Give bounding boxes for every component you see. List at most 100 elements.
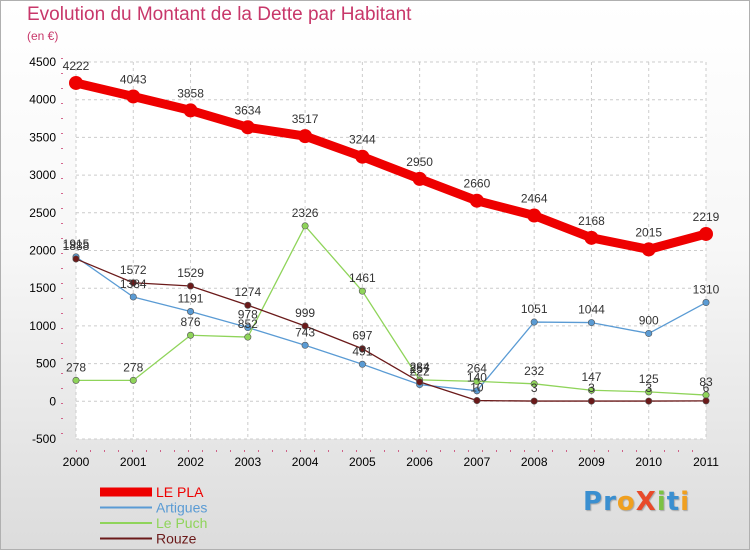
logo-letter: P xyxy=(583,487,604,517)
data-point xyxy=(473,397,481,405)
series-line xyxy=(75,258,707,402)
data-point xyxy=(358,345,366,353)
data-label: 743 xyxy=(295,325,315,339)
data-label: 232 xyxy=(524,364,544,378)
logo-letter: o xyxy=(616,487,636,517)
data-point xyxy=(126,89,141,104)
data-point xyxy=(301,322,309,330)
data-label: 3858 xyxy=(177,86,204,100)
data-point xyxy=(645,329,653,337)
data-label: 257 xyxy=(410,362,430,376)
series-line xyxy=(75,256,707,392)
data-point xyxy=(584,230,599,245)
data-point xyxy=(355,149,370,164)
data-label: 2168 xyxy=(578,214,605,228)
data-point xyxy=(298,129,313,144)
data-label: 125 xyxy=(639,372,659,386)
y-tick-label: 2500 xyxy=(29,206,56,220)
data-label: 1461 xyxy=(349,271,376,285)
logo-letter: i xyxy=(656,487,667,517)
legend-label: Artigues xyxy=(156,500,207,516)
data-point xyxy=(244,301,252,309)
chart-title: Evolution du Montant de la Dette par Hab… xyxy=(27,4,412,25)
y-tick-label: -500 xyxy=(32,432,56,446)
data-label: 900 xyxy=(639,313,659,327)
data-point xyxy=(530,318,538,326)
data-point xyxy=(473,377,481,385)
data-point xyxy=(244,324,252,332)
data-point xyxy=(187,331,195,339)
logo-letter: r xyxy=(603,487,617,517)
data-label: 222 xyxy=(410,365,430,379)
x-tick-label: 2011 xyxy=(693,455,719,469)
x-tick-label: 2002 xyxy=(177,455,204,469)
y-tick-label: 1000 xyxy=(29,319,56,333)
data-point xyxy=(587,397,595,405)
legend-label: Le Puch xyxy=(156,515,207,531)
data-point xyxy=(240,120,255,135)
data-point xyxy=(641,242,656,257)
data-label: 10 xyxy=(470,381,484,395)
data-label: 264 xyxy=(467,361,487,375)
data-label: 3 xyxy=(645,381,652,395)
data-point xyxy=(645,388,653,396)
logo-letter: X xyxy=(635,487,657,517)
data-point xyxy=(416,378,424,386)
data-point xyxy=(645,397,653,405)
x-tick-label: 2008 xyxy=(521,455,548,469)
x-tick-label: 2007 xyxy=(464,455,491,469)
x-tick-label: 2005 xyxy=(349,455,376,469)
x-tick-label: 2009 xyxy=(578,455,605,469)
data-point xyxy=(469,193,484,208)
legend-label: Rouze xyxy=(156,531,197,547)
data-label: 1310 xyxy=(693,283,720,297)
data-label: 3244 xyxy=(349,133,376,147)
data-point xyxy=(702,397,710,405)
data-label: 2464 xyxy=(521,192,548,206)
data-label: 978 xyxy=(238,308,258,322)
data-point xyxy=(183,103,198,118)
x-tick-label: 2001 xyxy=(120,455,147,469)
data-label: 2326 xyxy=(292,206,319,220)
data-point xyxy=(72,376,80,384)
data-point xyxy=(301,341,309,349)
data-label: 852 xyxy=(238,317,258,331)
data-label: 83 xyxy=(699,375,713,389)
data-point xyxy=(527,208,542,223)
data-point xyxy=(187,307,195,315)
legend-label: LE PLA xyxy=(156,484,204,500)
data-label: 147 xyxy=(581,370,601,384)
proxiti-logo: ProXiti xyxy=(583,487,690,517)
data-label: 3634 xyxy=(234,103,261,117)
data-point xyxy=(187,282,195,290)
data-point xyxy=(69,75,83,90)
y-tick-label: 4000 xyxy=(29,93,56,107)
y-tick-label: 1500 xyxy=(29,281,56,295)
data-point xyxy=(129,279,137,287)
data-label: 6 xyxy=(703,381,710,395)
data-label: 1044 xyxy=(578,303,605,317)
y-tick-label: 0 xyxy=(49,394,56,408)
data-label: 284 xyxy=(410,360,430,374)
logo-letter: t xyxy=(666,487,681,517)
data-point xyxy=(358,360,366,368)
y-tick-label: 2000 xyxy=(29,244,56,258)
data-label: 491 xyxy=(352,344,372,358)
series-line xyxy=(75,225,707,396)
logo-letter: i xyxy=(680,487,691,517)
data-point xyxy=(412,171,427,186)
data-label: 2015 xyxy=(635,225,662,239)
data-label: 1915 xyxy=(63,237,90,251)
data-point xyxy=(129,293,137,301)
data-point xyxy=(301,222,309,230)
data-label: 1384 xyxy=(120,277,147,291)
data-label: 140 xyxy=(467,371,487,385)
y-tick-label: 4500 xyxy=(29,55,56,69)
y-tick-label: 3500 xyxy=(29,130,56,144)
data-label: 4043 xyxy=(120,72,147,86)
data-label: 1888 xyxy=(63,239,90,253)
data-point xyxy=(129,376,137,384)
data-label: 278 xyxy=(66,360,86,374)
data-label: 876 xyxy=(181,315,201,329)
